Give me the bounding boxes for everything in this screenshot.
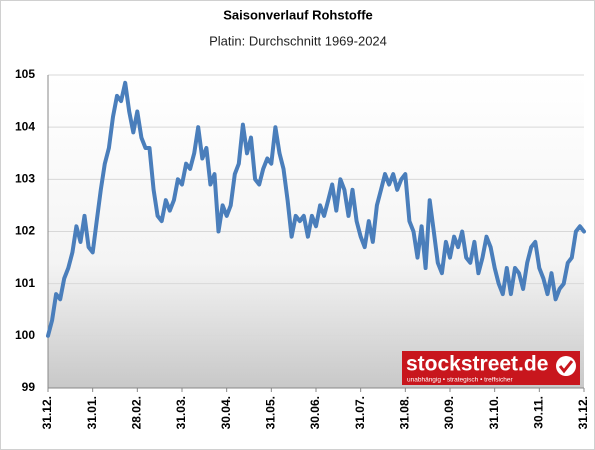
y-tick-label: 104 [15, 119, 35, 133]
x-tick-label: 31.07. [353, 396, 367, 429]
y-tick-label: 101 [15, 276, 35, 290]
x-tick-label: 31.05. [264, 396, 278, 429]
x-tick-label: 31.10. [487, 396, 501, 429]
x-tick-label: 31.12. [576, 396, 590, 429]
chart-title: Saisonverlauf Rohstoffe [223, 7, 373, 22]
chart-subtitle: Platin: Durchschnitt 1969-2024 [209, 33, 387, 48]
y-tick-label: 102 [15, 224, 35, 238]
logo-text: stockstreet.de [406, 353, 548, 376]
y-tick-label: 103 [15, 172, 35, 186]
x-tick-label: 30.06. [308, 396, 322, 429]
y-tick-label: 99 [22, 380, 36, 394]
x-tick-label: 28.02. [130, 396, 144, 429]
x-tick-label: 31.01. [85, 396, 99, 429]
line-series [46, 80, 586, 338]
x-tick-label: 30.04. [219, 396, 233, 429]
logo-tagline: unabhängig • strategisch • treffsicher [407, 377, 513, 384]
logo-box [402, 351, 580, 385]
x-tick-label: 31.12. [40, 396, 54, 429]
x-tick-label: 30.11. [532, 396, 546, 429]
x-tick-label: 31.03. [174, 396, 188, 429]
logo-check [558, 360, 574, 374]
y-tick-label: 100 [15, 328, 35, 342]
x-tick-label: 30.09. [442, 396, 456, 429]
y-tick-label: 105 [15, 67, 35, 81]
x-tick-label: 31.08. [398, 396, 412, 429]
logo: stockstreet.de unabhängig • strategisch … [402, 351, 580, 385]
logo-badge [556, 356, 576, 376]
